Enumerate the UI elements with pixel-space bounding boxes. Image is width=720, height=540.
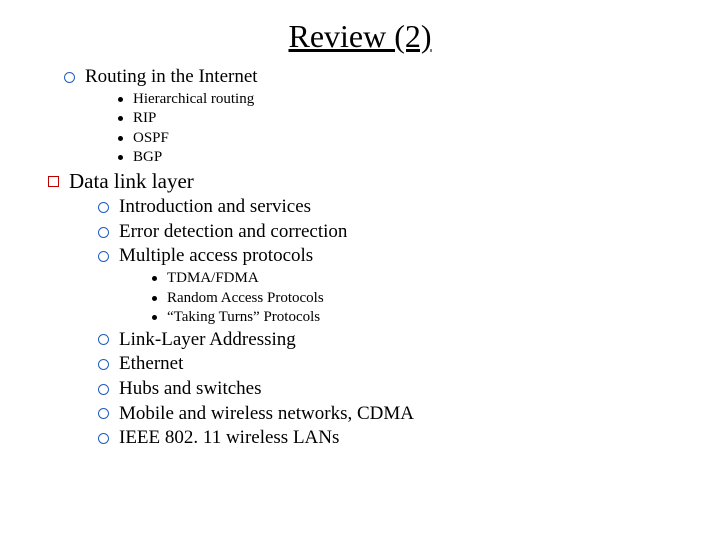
- list-item: Multiple access protocols: [98, 244, 720, 269]
- square-bullet-icon: [48, 176, 59, 187]
- circle-bullet-icon: [98, 227, 109, 238]
- item-text: TDMA/FDMA: [167, 269, 259, 289]
- item-text: Link-Layer Addressing: [119, 328, 296, 353]
- list-item: Ethernet: [98, 352, 720, 377]
- list-item: Hierarchical routing: [118, 90, 720, 110]
- item-text: Routing in the Internet: [85, 65, 258, 90]
- circle-bullet-icon: [98, 359, 109, 370]
- dot-bullet-icon: [152, 315, 157, 320]
- circle-bullet-icon: [98, 408, 109, 419]
- list-item: “Taking Turns” Protocols: [152, 308, 720, 328]
- circle-bullet-icon: [98, 384, 109, 395]
- item-text: BGP: [133, 148, 162, 168]
- item-text: Hubs and switches: [119, 377, 261, 402]
- item-text: Random Access Protocols: [167, 289, 324, 309]
- dot-bullet-icon: [118, 155, 123, 160]
- list-item: TDMA/FDMA: [152, 269, 720, 289]
- slide-body: Routing in the Internet Hierarchical rou…: [0, 65, 720, 451]
- item-text: OSPF: [133, 129, 169, 149]
- circle-bullet-icon: [98, 202, 109, 213]
- item-text: Error detection and correction: [119, 220, 347, 245]
- item-text: Mobile and wireless networks, CDMA: [119, 402, 414, 427]
- list-item: Data link layer: [48, 168, 720, 195]
- item-text: Data link layer: [69, 168, 194, 195]
- item-text: Ethernet: [119, 352, 183, 377]
- circle-bullet-icon: [98, 334, 109, 345]
- circle-bullet-icon: [64, 72, 75, 83]
- item-text: RIP: [133, 109, 156, 129]
- list-item: OSPF: [118, 129, 720, 149]
- item-text: Hierarchical routing: [133, 90, 254, 110]
- list-item: RIP: [118, 109, 720, 129]
- list-item: BGP: [118, 148, 720, 168]
- list-item: Introduction and services: [98, 195, 720, 220]
- list-item: Hubs and switches: [98, 377, 720, 402]
- list-item: Mobile and wireless networks, CDMA: [98, 402, 720, 427]
- list-item: Routing in the Internet: [64, 65, 720, 90]
- list-item: Link-Layer Addressing: [98, 328, 720, 353]
- circle-bullet-icon: [98, 251, 109, 262]
- list-item: Error detection and correction: [98, 220, 720, 245]
- item-text: “Taking Turns” Protocols: [167, 308, 320, 328]
- dot-bullet-icon: [118, 97, 123, 102]
- circle-bullet-icon: [98, 433, 109, 444]
- dot-bullet-icon: [152, 276, 157, 281]
- dot-bullet-icon: [118, 116, 123, 121]
- dot-bullet-icon: [118, 136, 123, 141]
- list-item: IEEE 802. 11 wireless LANs: [98, 426, 720, 451]
- dot-bullet-icon: [152, 296, 157, 301]
- item-text: IEEE 802. 11 wireless LANs: [119, 426, 339, 451]
- item-text: Introduction and services: [119, 195, 311, 220]
- list-item: Random Access Protocols: [152, 289, 720, 309]
- slide-title: Review (2): [0, 0, 720, 65]
- item-text: Multiple access protocols: [119, 244, 313, 269]
